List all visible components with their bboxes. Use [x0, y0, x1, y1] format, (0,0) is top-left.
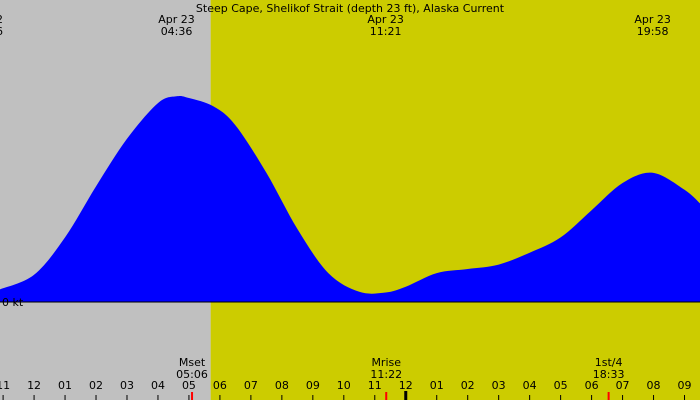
moon-event-label: 1st/4 [595, 356, 623, 369]
hour-tick-label: 09 [678, 379, 692, 392]
extremum-date-label: Apr 23 [367, 13, 404, 26]
hour-tick-label: 08 [647, 379, 661, 392]
moon-event-tick [607, 392, 610, 400]
hour-tick-label: 06 [585, 379, 599, 392]
hour-tick-label: 04 [523, 379, 537, 392]
hour-tick-label: 10 [337, 379, 351, 392]
hour-tick [684, 395, 686, 400]
hour-tick-label: 09 [306, 379, 320, 392]
hour-tick [404, 391, 408, 400]
extremum-time-label: 04:36 [161, 25, 193, 38]
extremum-time-label: 46 [0, 25, 3, 38]
hour-tick-label: 02 [461, 379, 475, 392]
hour-tick [188, 395, 190, 400]
hour-tick-label: 03 [120, 379, 134, 392]
moon-event-tick [385, 392, 388, 400]
moon-event-label: Mrise [371, 356, 401, 369]
moon-event-time: 11:22 [370, 368, 402, 381]
current-curve [0, 95, 700, 302]
extremum-date-label: 22 [0, 13, 3, 26]
hour-tick-label: 06 [213, 379, 227, 392]
zero-label: 0 kt [2, 296, 24, 309]
extremum-date-label: Apr 23 [634, 13, 671, 26]
extremum-time-label: 19:58 [637, 25, 669, 38]
hour-tick [126, 395, 128, 400]
hour-tick [64, 395, 66, 400]
moon-event-time: 05:06 [176, 368, 208, 381]
hour-tick [343, 395, 345, 400]
hour-tick [312, 395, 314, 400]
hour-tick-label: 05 [182, 379, 196, 392]
moon-event-tick [191, 392, 194, 400]
hour-tick [2, 395, 4, 400]
extremum-date-label: Apr 23 [158, 13, 195, 26]
moon-event-label: Mset [179, 356, 206, 369]
hour-tick [250, 395, 252, 400]
hour-tick [95, 395, 97, 400]
hour-axis: 11 12 01 02 03 04 05 06 07 08 09 10 11 12 01 02 03 04 05 06… [0, 379, 692, 400]
hour-tick [653, 395, 655, 400]
hour-tick [529, 395, 531, 400]
hour-tick [467, 395, 469, 400]
hour-tick [560, 395, 562, 400]
hour-tick-label: 11 [0, 379, 10, 392]
hour-tick [157, 395, 159, 400]
extremum-time-label: 11:21 [370, 25, 402, 38]
hour-tick-label: 11 [368, 379, 382, 392]
moon-event-time: 18:33 [593, 368, 625, 381]
hour-tick-label: 01 [430, 379, 444, 392]
hour-tick [591, 395, 593, 400]
hour-tick [498, 395, 500, 400]
hour-tick-label: 01 [58, 379, 72, 392]
chart-title: Steep Cape, Shelikof Strait (depth 23 ft… [196, 2, 505, 15]
hour-tick-label: 12 [27, 379, 41, 392]
hour-tick-label: 07 [616, 379, 630, 392]
hour-tick-label: 03 [492, 379, 506, 392]
hour-tick [281, 395, 283, 400]
hour-tick [219, 395, 221, 400]
hour-tick-label: 07 [244, 379, 258, 392]
hour-tick [436, 395, 438, 400]
hour-tick-label: 05 [554, 379, 568, 392]
hour-tick-label: 12 [399, 379, 413, 392]
hour-tick-label: 04 [151, 379, 165, 392]
hour-tick [622, 395, 624, 400]
hour-tick [33, 395, 35, 400]
hour-tick-label: 08 [275, 379, 289, 392]
hour-tick-label: 02 [89, 379, 103, 392]
hour-tick [374, 395, 376, 400]
